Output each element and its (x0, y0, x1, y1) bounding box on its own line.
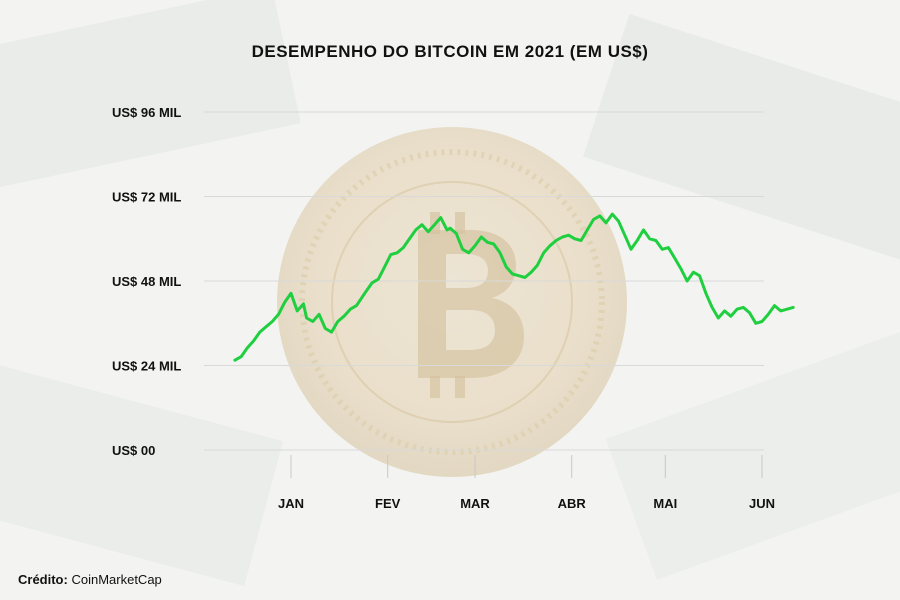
y-tick-label: US$ 96 MIL (112, 105, 181, 120)
y-tick-label: US$ 24 MIL (112, 359, 181, 374)
banknote-shape (583, 13, 900, 262)
chart-title: DESEMPENHO DO BITCOIN EM 2021 (EM US$) (251, 42, 649, 61)
bitcoin-symbol-bar (430, 376, 440, 398)
y-tick-label: US$ 72 MIL (112, 190, 181, 205)
bitcoin-symbol-bar (455, 212, 465, 234)
credit-label: Crédito: (18, 572, 68, 587)
bitcoin-symbol-icon (418, 230, 524, 378)
bitcoin-coin-rim (299, 149, 605, 455)
y-tick-label: US$ 48 MIL (112, 274, 181, 289)
banknote-shape (605, 329, 900, 580)
credit-source: CoinMarketCap (71, 572, 162, 587)
x-tick-label: MAI (653, 496, 677, 511)
y-tick-label: US$ 00 (112, 443, 155, 458)
banknote-shape (0, 363, 284, 587)
x-tick-label: ABR (558, 496, 587, 511)
x-tick-label: FEV (375, 496, 401, 511)
bitcoin-symbol-bar (455, 376, 465, 398)
bitcoin-coin-inner (331, 181, 573, 423)
x-tick-label: MAR (460, 496, 490, 511)
x-tick-label: JUN (749, 496, 775, 511)
bitcoin-price-line (233, 212, 795, 362)
credit-line: Crédito: CoinMarketCap (18, 572, 162, 587)
x-tick-label: JAN (278, 496, 304, 511)
banknote-shape (0, 0, 301, 192)
